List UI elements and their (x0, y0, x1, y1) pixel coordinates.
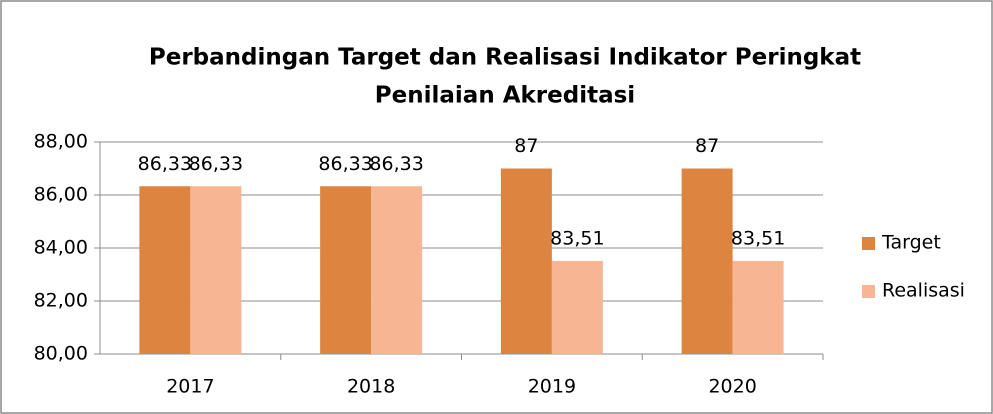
legend-label: Realisasi (882, 280, 965, 302)
bar (551, 260, 603, 354)
x-tick-label: 2018 (347, 376, 395, 398)
data-label: 83,51 (731, 227, 785, 249)
y-tick-label: 80,00 (34, 343, 88, 365)
data-label: 86,33 (318, 153, 372, 175)
bar (681, 168, 733, 354)
bar (320, 186, 372, 354)
y-tick-label: 84,00 (34, 237, 88, 259)
legend-label: Target (881, 232, 941, 254)
y-tick-label: 82,00 (34, 290, 88, 312)
bar (139, 186, 191, 354)
chart-title: Penilaian Akreditasi (375, 83, 635, 109)
legend-swatch (862, 237, 875, 250)
x-tick-label: 2020 (708, 376, 756, 398)
bar (190, 186, 242, 354)
x-tick-label: 2019 (528, 376, 576, 398)
data-label: 86,33 (189, 153, 243, 175)
bar (371, 186, 423, 354)
data-label: 86,33 (138, 153, 192, 175)
bar (732, 260, 784, 354)
x-tick-label: 2017 (166, 376, 214, 398)
y-tick-label: 86,00 (34, 184, 88, 206)
data-label: 83,51 (550, 227, 604, 249)
data-label: 87 (695, 135, 719, 157)
data-label: 86,33 (369, 153, 423, 175)
legend-swatch (862, 285, 875, 298)
bar (500, 168, 552, 354)
data-label: 87 (514, 135, 538, 157)
y-tick-label: 88,00 (34, 131, 88, 153)
chart-title: Perbandingan Target dan Realisasi Indika… (149, 45, 861, 71)
